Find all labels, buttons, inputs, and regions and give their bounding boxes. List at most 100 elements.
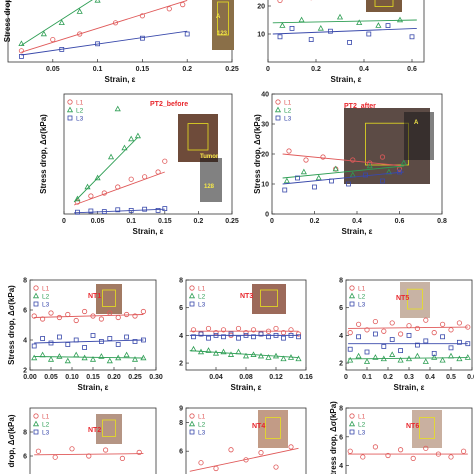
- y-tick-label: 8: [179, 278, 183, 285]
- data-point-L1: [132, 313, 138, 319]
- x-tick-label: 0.2: [194, 218, 204, 225]
- data-point-L1: [180, 1, 186, 8]
- data-point-L3: [381, 344, 387, 349]
- x-tick-label: 0: [266, 66, 270, 73]
- data-point-L1: [414, 325, 420, 332]
- data-point-L1: [277, 0, 283, 3]
- x-tick-label: 0.16: [299, 374, 313, 381]
- legend-label-L2: L2: [358, 422, 366, 429]
- data-point-L1: [286, 148, 292, 154]
- fit-line-L1: [282, 153, 404, 167]
- y-tick-label: 6: [179, 449, 183, 456]
- data-point-L2: [94, 0, 101, 3]
- data-point-L1: [355, 321, 362, 327]
- fit-line-L1: [34, 453, 144, 456]
- data-point-L1: [198, 460, 204, 466]
- y-tick-label: 6: [339, 434, 343, 441]
- y-tick-label: 8: [23, 430, 27, 437]
- data-point-L1: [235, 325, 242, 332]
- data-point-L1: [190, 327, 197, 333]
- data-point-L2: [400, 159, 407, 166]
- data-point-L2: [464, 354, 471, 360]
- data-point-L2: [220, 348, 227, 355]
- data-point-L1: [39, 316, 46, 322]
- x-tick-label: 0.1: [93, 66, 103, 73]
- data-point-L2: [190, 345, 197, 352]
- x-tick-label: 0.2: [182, 66, 192, 73]
- data-point-L2: [431, 354, 438, 360]
- series-L2: [18, 0, 101, 46]
- data-point-L1: [303, 157, 309, 163]
- data-point-L1: [258, 450, 264, 456]
- legend-marker-L3: [33, 429, 39, 435]
- data-point-L3: [372, 331, 378, 337]
- data-point-L2: [31, 354, 38, 361]
- data-point-L1: [347, 330, 353, 336]
- data-point-L2: [279, 22, 286, 28]
- legend-label-L3: L3: [198, 430, 206, 437]
- data-point-L1: [372, 444, 378, 450]
- data-point-L3: [99, 339, 104, 344]
- data-point-L2: [380, 355, 387, 362]
- data-point-L3: [124, 334, 129, 340]
- data-point-L1: [139, 13, 145, 19]
- data-point-L1: [213, 330, 219, 336]
- data-point-L3: [308, 37, 314, 42]
- data-point-L1: [465, 324, 471, 330]
- y-tick-label: 4: [23, 338, 27, 345]
- x-tick-label: 0.25: [225, 218, 239, 225]
- inset-roi-box: [265, 417, 281, 439]
- fit-line-L3: [34, 339, 144, 344]
- data-point-L3: [296, 334, 301, 340]
- legend-label-L1: L1: [358, 414, 366, 421]
- data-point-L2: [128, 135, 135, 142]
- series-L1: [73, 158, 168, 206]
- data-point-L2: [283, 177, 290, 184]
- x-axis-label: Strain, ε: [331, 75, 362, 84]
- legend-label-L2: L2: [42, 422, 50, 429]
- y-tick-label: 8: [23, 278, 27, 285]
- data-point-L3: [115, 207, 121, 213]
- y-tick-label: 8: [339, 406, 343, 413]
- legend-marker-L3: [275, 115, 281, 121]
- x-tick-label: 0.6: [467, 374, 474, 381]
- series-L2: [31, 351, 147, 364]
- inset-roi-box: [187, 123, 209, 151]
- data-point-L2: [439, 356, 446, 363]
- series-L1: [31, 308, 146, 324]
- data-point-L2: [287, 354, 295, 360]
- data-point-L2: [422, 358, 429, 364]
- data-point-L1: [124, 311, 130, 318]
- x-tick-label: 0.08: [239, 374, 253, 381]
- data-point-L3: [440, 334, 446, 340]
- data-point-L1: [431, 330, 437, 336]
- legend-label-L1: L1: [42, 414, 50, 421]
- y-tick-label: 40: [261, 92, 269, 99]
- data-point-L3: [273, 332, 279, 338]
- x-tick-label: 0.10: [65, 374, 79, 381]
- data-point-L1: [88, 193, 94, 199]
- data-point-L3: [107, 336, 113, 341]
- data-point-L3: [243, 332, 249, 338]
- data-point-L1: [243, 457, 249, 463]
- data-point-L1: [372, 318, 378, 325]
- data-point-L3: [48, 340, 54, 346]
- legend-marker-L1: [33, 285, 39, 291]
- data-point-L3: [465, 341, 471, 347]
- data-point-L1: [86, 453, 92, 459]
- y-tick-label: 2: [339, 361, 343, 368]
- legend-marker-L2: [188, 420, 196, 427]
- x-tick-label: 0: [62, 218, 66, 225]
- data-point-L2: [205, 347, 212, 353]
- data-point-L2: [18, 40, 25, 46]
- data-point-L2: [356, 19, 363, 26]
- inset-label: A: [216, 14, 221, 20]
- panel-p1: A 123 0.05 0.1 0.15 0.2 0.25 Strain, ε Stress dr…: [3, 0, 239, 84]
- legend-label-L1: L1: [284, 100, 292, 107]
- data-point-L3: [95, 41, 100, 47]
- data-point-L2: [242, 352, 250, 359]
- legend-marker-L1: [189, 413, 195, 419]
- data-point-L1: [162, 158, 168, 164]
- x-tick-label: 0.15: [86, 374, 100, 381]
